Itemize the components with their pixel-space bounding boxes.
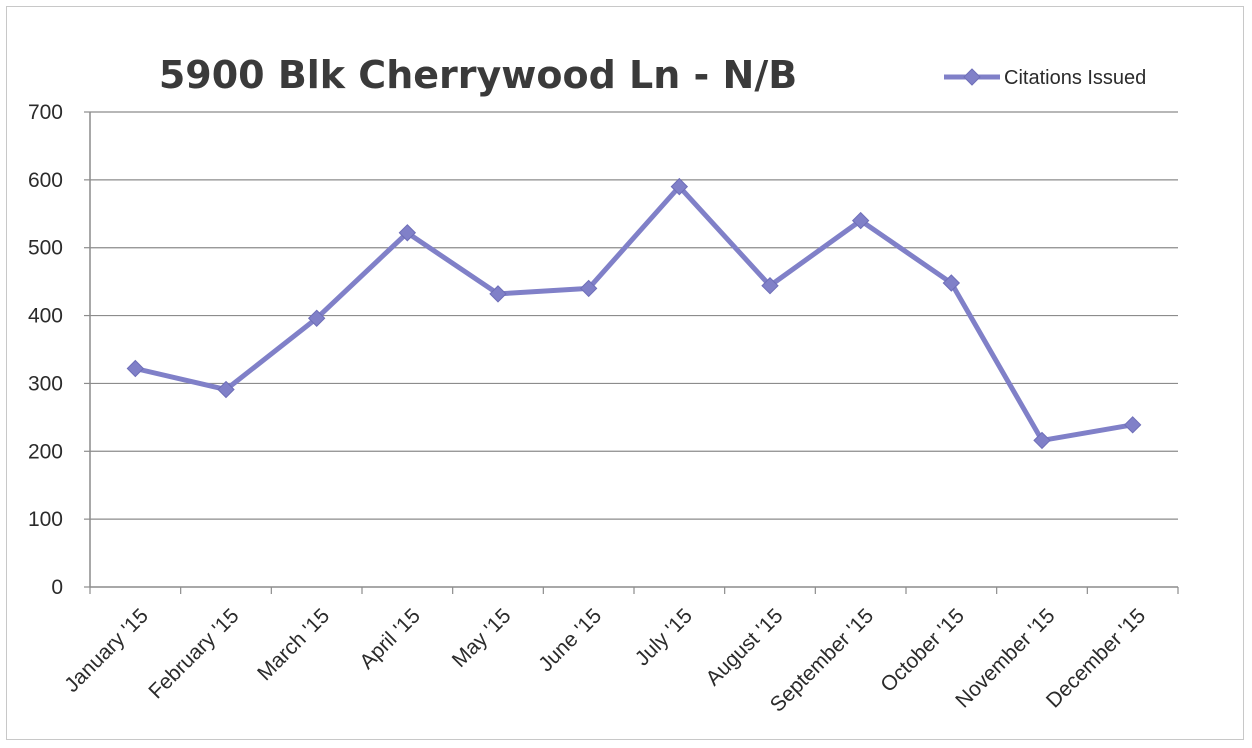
y-tick-label: 100 [28,508,63,531]
y-tick-label: 200 [28,440,63,463]
y-tick-label: 500 [28,237,63,260]
y-tick-label: 0 [51,576,63,599]
x-tick-label: May '15 [448,604,516,672]
gridlines [90,111,1178,520]
data-point-marker [1123,416,1142,434]
y-tick-label: 600 [28,169,63,192]
data-point-marker [942,274,961,292]
y-axis-tick-labels: 0 100 200 300 400 500 600 700 [28,101,63,599]
x-tick-label: August '15 [702,604,788,690]
legend-marker-swatch [963,68,981,86]
legend-label: Citations Issued [1004,67,1146,89]
data-point-marker [307,309,326,327]
series-layer [126,177,1142,450]
data-point-marker [126,359,145,378]
data-point-marker [398,224,417,242]
x-tick-label: March '15 [253,604,334,685]
x-tick-label: July '15 [631,604,697,670]
series-line [134,184,1134,443]
chart-title: 5900 Blk Cherrywood Ln - N/B [159,53,797,97]
x-tick-label: June '15 [534,604,606,676]
data-point-marker [1033,431,1051,450]
data-point-marker [670,177,689,196]
data-point-marker [851,211,870,230]
x-tick-label: January '15 [60,604,153,697]
y-tick-label: 300 [28,372,63,395]
y-tick-label: 700 [28,101,63,124]
legend: Citations Issued [944,67,1146,89]
data-point-marker [579,279,598,298]
x-tick-label: February '15 [144,604,243,703]
data-point-marker [217,380,235,399]
y-tick-label: 400 [28,305,63,328]
axes [84,111,1179,594]
data-point-marker [761,277,779,295]
chart-frame [6,6,1244,740]
x-tick-label: April '15 [355,604,424,673]
data-point-marker [489,285,507,303]
x-tick-label: October '15 [876,604,969,697]
